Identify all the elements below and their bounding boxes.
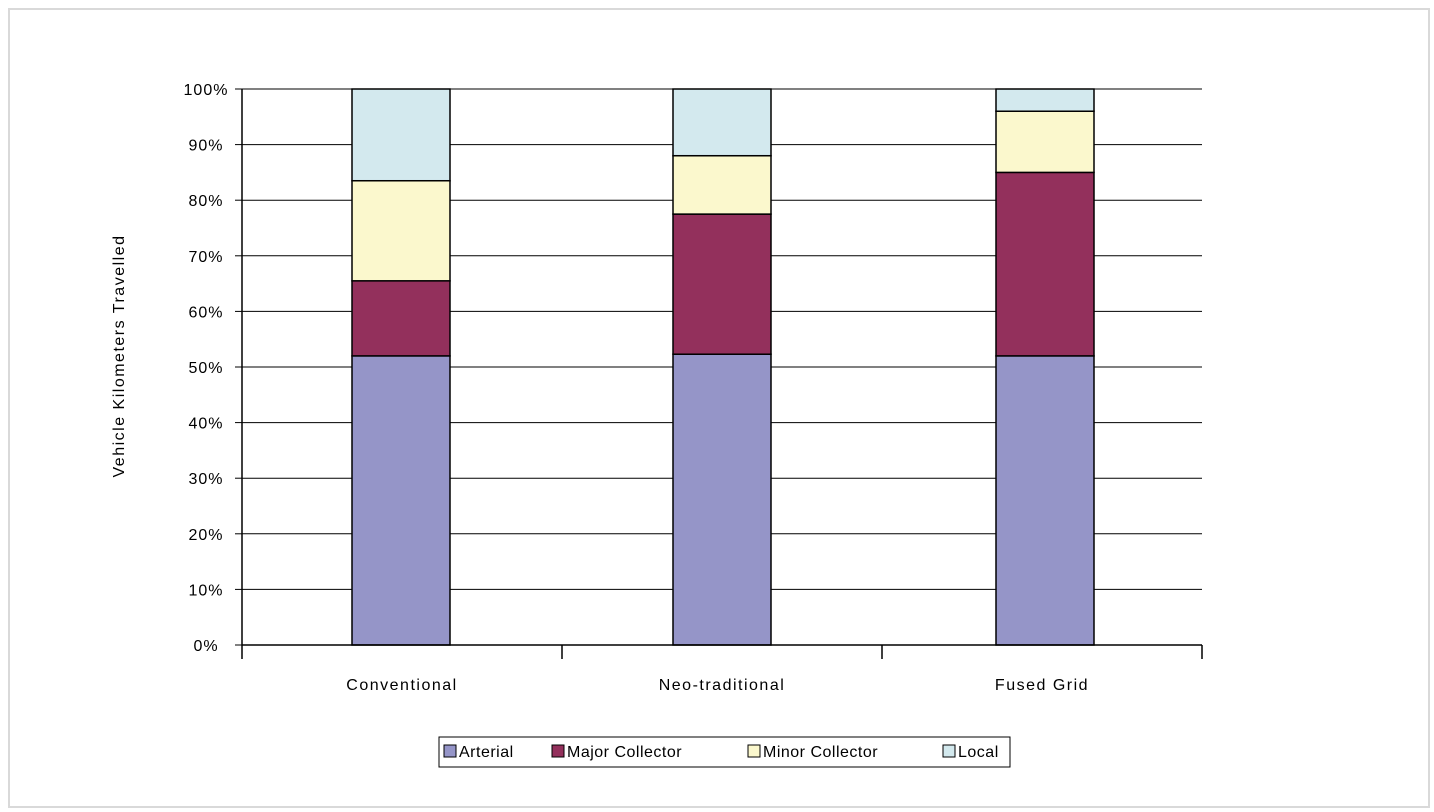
bar-segment-minor-collector (672, 154, 772, 215)
y-tick-labels: 0% 10% 20% 30% 40% 50% 60% 70% 80% 90% 100% (184, 82, 229, 655)
bar-segment-major-collector (672, 213, 772, 355)
legend-swatch (942, 744, 956, 758)
axes (241, 89, 1203, 659)
bar-segment-major-collector (995, 171, 1095, 357)
y-tick-label: 80% (188, 193, 223, 210)
chart-frame: 0% 10% 20% 30% 40% 50% 60% 70% 80% 90% 100% Conven… (8, 8, 1430, 808)
y-axis-title: Vehicle Kilometers Travelled (111, 235, 128, 478)
x-category-label: Fused Grid (995, 677, 1089, 694)
bars (351, 88, 1095, 646)
bar-segment-local (351, 88, 451, 182)
bar-segment-arterial (995, 355, 1095, 646)
y-tick-label: 0% (193, 638, 218, 655)
y-tick-label: 100% (184, 82, 229, 99)
y-tick-label: 50% (188, 360, 223, 377)
y-tick-label: 30% (188, 471, 223, 488)
y-tick-label: 60% (188, 304, 223, 321)
legend-box (438, 736, 1011, 768)
x-category-labels: Conventional Neo-traditional Fused Grid (346, 677, 1089, 694)
bar-segment-major-collector (351, 280, 451, 357)
legend-swatch (747, 744, 761, 758)
x-category-label: Neo-traditional (659, 677, 786, 694)
legend-label: Minor Collector (763, 744, 878, 761)
legend-swatch (443, 744, 457, 758)
x-category-label: Conventional (346, 677, 457, 694)
y-tick-label: 10% (188, 582, 223, 599)
legend-label: Major Collector (567, 744, 682, 761)
bar-segment-local (995, 88, 1095, 112)
bar-segment-arterial (672, 353, 772, 646)
legend-label: Local (958, 744, 999, 761)
bar-segment-minor-collector (351, 179, 451, 282)
y-tick-label: 70% (188, 249, 223, 266)
y-tick-label: 90% (188, 138, 223, 155)
legend-swatch (551, 744, 565, 758)
bar-segment-local (672, 88, 772, 157)
chart: 0% 10% 20% 30% 40% 50% 60% 70% 80% 90% 100% Conven… (111, 82, 1203, 768)
legend: Arterial Major Collector Minor Collector Lo… (438, 736, 1011, 768)
y-tick-label: 20% (188, 527, 223, 544)
legend-label: Arterial (459, 744, 514, 761)
bar-segment-arterial (351, 355, 451, 646)
y-tick-label: 40% (188, 416, 223, 433)
bar-segment-minor-collector (995, 110, 1095, 174)
